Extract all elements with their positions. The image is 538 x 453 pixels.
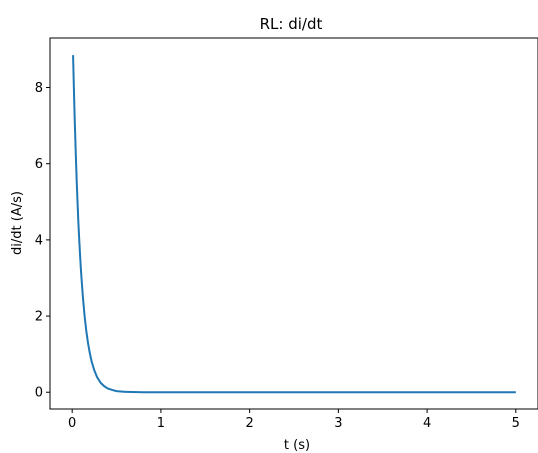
plot-area	[72, 55, 516, 394]
y-tick-label: 2	[35, 310, 43, 325]
x-tick-label: 4	[423, 416, 431, 431]
x-axis-label: t (s)	[284, 438, 310, 453]
series-line	[72, 55, 516, 394]
y-tick-label: 4	[35, 233, 43, 248]
y-axis-label: di/dt (A/s)	[10, 191, 25, 255]
x-axis: 0 1 2 3 4 5	[68, 409, 520, 431]
x-tick-label: 2	[245, 416, 253, 431]
y-tick-label: 6	[35, 157, 43, 172]
plot-frame	[49, 37, 538, 410]
x-tick-label: 3	[334, 416, 342, 431]
x-tick-label: 1	[157, 416, 165, 431]
y-axis: 0 2 4 6 8	[35, 81, 50, 401]
chart-title: RL: di/dt	[260, 15, 323, 33]
x-tick-label: 0	[68, 416, 76, 431]
y-tick-label: 8	[35, 81, 43, 96]
y-tick-label: 0	[35, 386, 43, 401]
x-tick-label: 5	[512, 416, 520, 431]
